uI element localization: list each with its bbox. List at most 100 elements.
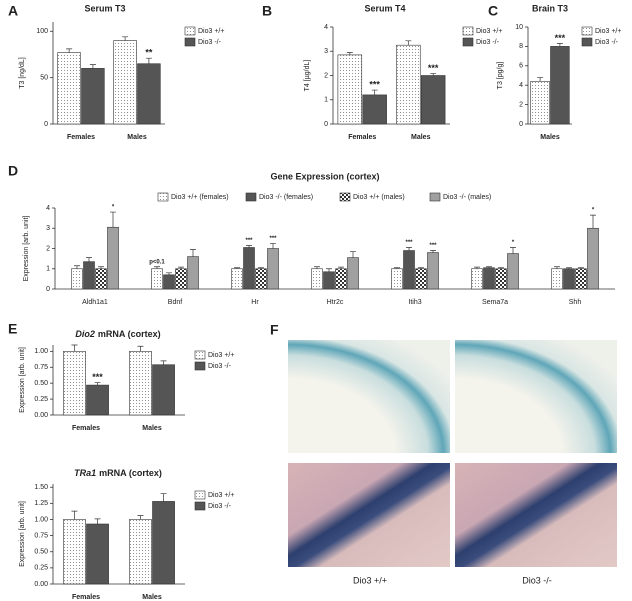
error-bar — [338, 266, 344, 269]
legend-swatch — [184, 37, 196, 47]
title-text: mRNA (cortex) — [99, 468, 162, 478]
x-tick-label: Hr — [251, 299, 259, 306]
legend-label: Dio3 +/+ — [595, 28, 621, 35]
significance-label: p<0.1 — [149, 259, 165, 265]
y-tick-label: 1.50 — [34, 484, 48, 491]
error-bar — [566, 267, 572, 269]
x-tick-label: Bdnf — [168, 299, 182, 306]
legend-label: Dio3 +/+ — [208, 492, 234, 499]
bar — [420, 75, 446, 125]
y-tick-label: 50 — [40, 74, 48, 81]
legend-label: Dio3 +/+ — [476, 28, 502, 35]
bar — [507, 253, 519, 290]
legend-label: Dio3 +/+ — [208, 352, 234, 359]
error-bar — [405, 40, 412, 46]
bar — [587, 227, 599, 290]
error-bar — [160, 360, 167, 365]
error-bar — [270, 243, 276, 249]
significance-label: *** — [369, 79, 380, 89]
legend-swatch — [194, 350, 206, 360]
significance-label: * — [592, 208, 595, 214]
error-bar — [474, 266, 480, 269]
x-tick-label: Males — [142, 594, 162, 601]
legend-swatch — [184, 26, 196, 36]
micrograph — [288, 463, 450, 567]
bar — [63, 519, 86, 585]
panel-f: F Dio3 +/+ Dio3 -/- — [270, 322, 617, 585]
error-bar — [578, 267, 584, 269]
x-tick-label: Females — [67, 134, 95, 141]
error-bar — [122, 36, 129, 41]
y-axis-label: Expression [arb. unit] — [19, 347, 26, 413]
bar — [323, 271, 335, 290]
y-tick-label: 0.75 — [34, 364, 48, 371]
panel-letter: F — [270, 322, 279, 338]
bar — [335, 268, 347, 290]
y-tick-label: 1.00 — [34, 516, 48, 523]
bar — [563, 268, 575, 290]
error-bar — [590, 214, 596, 229]
y-tick-label: 2 — [519, 101, 523, 108]
bar — [530, 81, 550, 125]
legend-label: Dio3 -/- — [595, 39, 619, 46]
legend-swatch — [462, 37, 474, 47]
y-tick-label: 8 — [519, 43, 523, 50]
bar — [63, 351, 86, 416]
x-tick-label: Shh — [569, 299, 582, 306]
legend-swatch — [581, 26, 593, 36]
y-tick-label: 4 — [324, 24, 328, 31]
bar — [415, 268, 427, 290]
y-tick-label: 0.25 — [34, 396, 48, 403]
title-gene: Dio2 — [75, 329, 95, 339]
significance-label: *** — [245, 238, 253, 244]
legend-swatch — [462, 26, 474, 36]
y-tick-label: 6 — [519, 63, 523, 70]
bar — [483, 267, 495, 290]
y-tick-label: 3 — [46, 225, 50, 232]
legend-label: Dio3 -/- — [198, 39, 222, 46]
y-tick-label: 0 — [46, 286, 50, 293]
panel-letter: D — [8, 163, 18, 179]
legend-label: Dio3 -/- — [476, 39, 500, 46]
error-bar — [94, 382, 101, 386]
legend-label: Dio3 -/- — [208, 503, 232, 510]
y-tick-label: 0.50 — [34, 380, 48, 387]
y-tick-label: 1 — [46, 266, 50, 273]
x-tick-label: Males — [411, 134, 431, 141]
chart-title: Gene Expression (cortex) — [270, 171, 379, 181]
x-tick-label: Females — [348, 134, 376, 141]
bar — [362, 94, 387, 125]
panel-letter: C — [488, 3, 498, 19]
error-bar — [418, 267, 424, 269]
error-bar — [556, 43, 563, 47]
bar — [495, 268, 507, 290]
y-tick-label: 1 — [324, 97, 328, 104]
legend-swatch — [194, 501, 206, 511]
bar — [471, 268, 483, 290]
bar — [83, 261, 95, 290]
significance-label: *** — [429, 243, 437, 249]
legend-label: Dio3 -/- (males) — [443, 194, 491, 201]
legend-label: Dio3 +/+ — [198, 28, 224, 35]
error-bar — [510, 247, 516, 254]
error-bar — [314, 266, 320, 269]
y-tick-label: 2 — [324, 72, 328, 79]
bar — [129, 519, 152, 585]
y-tick-label: 0.75 — [34, 532, 48, 539]
x-tick-label: Females — [72, 594, 100, 601]
panel-letter: B — [262, 3, 272, 19]
title-gene: TRa1 — [74, 468, 96, 478]
micrograph — [288, 340, 450, 453]
y-axis-label: T3 [pg/g] — [497, 62, 504, 90]
y-tick-label: 0.00 — [34, 412, 48, 419]
legend-swatch — [581, 37, 593, 47]
error-bar — [166, 272, 172, 275]
y-axis-label: T3 [ng/dL] — [19, 57, 26, 89]
bar — [187, 256, 199, 290]
significance-label: *** — [405, 240, 413, 246]
bar — [95, 268, 107, 290]
chart-title: TRa1 mRNA (cortex) — [74, 468, 162, 478]
error-bar — [86, 257, 92, 262]
y-tick-label: 0.50 — [34, 549, 48, 556]
